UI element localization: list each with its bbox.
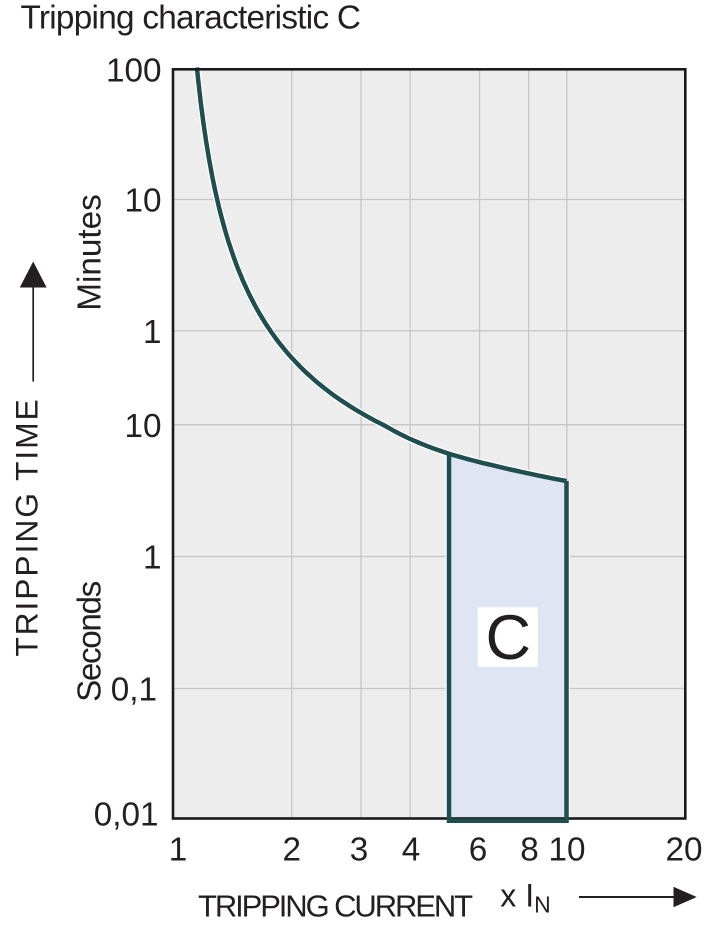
svg-text:TRIPPING CURRENT: TRIPPING CURRENT bbox=[198, 889, 473, 924]
svg-text:Seconds: Seconds bbox=[72, 581, 109, 702]
svg-text:10: 10 bbox=[548, 832, 585, 869]
svg-text:x IN: x IN bbox=[500, 878, 550, 918]
svg-text:10: 10 bbox=[124, 183, 161, 220]
svg-text:1: 1 bbox=[143, 314, 162, 351]
svg-text:100: 100 bbox=[106, 52, 162, 89]
svg-text:2: 2 bbox=[283, 832, 302, 869]
svg-text:Tripping characteristic C: Tripping characteristic C bbox=[21, 0, 361, 37]
svg-text:1: 1 bbox=[169, 832, 188, 869]
svg-text:8: 8 bbox=[520, 832, 539, 869]
svg-text:TRIPPING TIME: TRIPPING TIME bbox=[8, 397, 44, 656]
svg-text:0,1: 0,1 bbox=[111, 672, 157, 709]
svg-text:10: 10 bbox=[124, 408, 161, 445]
svg-text:6: 6 bbox=[469, 832, 488, 869]
svg-text:0,01: 0,01 bbox=[94, 797, 159, 834]
svg-text:20: 20 bbox=[665, 832, 702, 869]
svg-text:4: 4 bbox=[402, 832, 421, 869]
svg-text:Minutes: Minutes bbox=[72, 194, 109, 311]
svg-text:C: C bbox=[486, 603, 532, 673]
svg-text:3: 3 bbox=[350, 832, 369, 869]
svg-text:1: 1 bbox=[143, 540, 162, 577]
